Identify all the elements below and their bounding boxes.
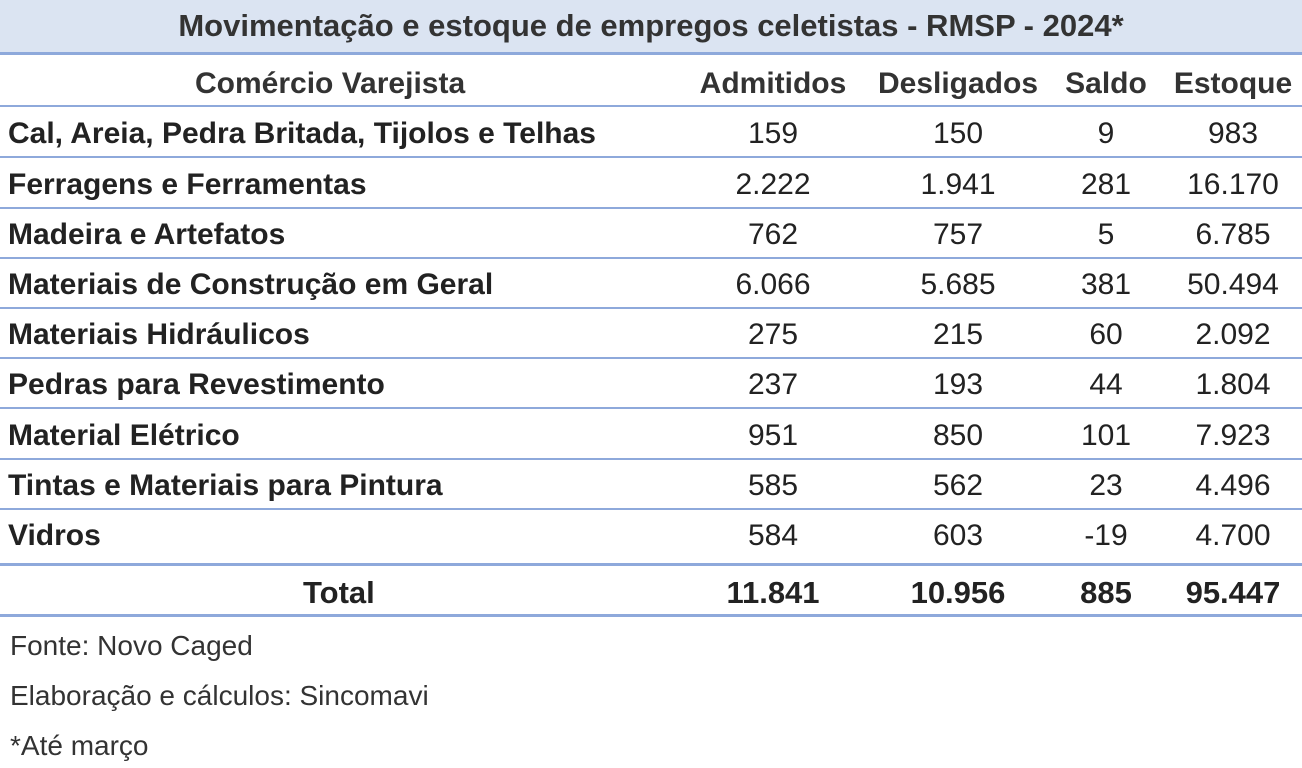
table-row: Material Elétrico 951 850 101 7.923 [0,409,1302,460]
row-admitidos: 275 [747,318,799,351]
row-desligados: 757 [932,218,984,251]
row-admitidos: 2.222 [735,168,811,201]
source-note: Fonte: Novo Caged [10,630,253,661]
total-desligados: 10.956 [910,575,1006,610]
row-saldo: 101 [1080,419,1132,452]
row-estoque: 1.804 [1195,368,1271,401]
row-estoque: 50.494 [1187,268,1279,301]
row-admitidos: 951 [747,419,799,452]
total-label: Total [303,575,375,610]
table-row: Materiais de Construção em Geral 6.066 5… [0,258,1302,309]
total-estoque: 95.447 [1185,575,1281,610]
table-title-text: Movimentação e estoque de empregos celet… [178,8,1124,43]
table-row: Vidros 584 603 -19 4.700 [0,509,1302,558]
total-saldo: 885 [1080,575,1132,610]
row-admitidos: 237 [747,368,799,401]
header-saldo: Saldo [1065,67,1147,100]
row-desligados: 193 [932,368,984,401]
header-category: Comércio Varejista [195,67,466,100]
row-name: Cal, Areia, Pedra Britada, Tijolos e Tel… [8,117,596,150]
row-saldo: 23 [1089,469,1123,502]
row-desligados: 603 [932,519,984,552]
row-estoque: 983 [1207,117,1259,150]
row-name: Vidros [8,519,101,552]
row-saldo: 281 [1080,168,1132,201]
row-name: Pedras para Revestimento [8,368,385,401]
row-estoque: 6.785 [1195,218,1271,251]
elaboration-note: Elaboração e cálculos: Sincomavi [10,680,429,711]
row-estoque: 2.092 [1195,318,1271,351]
table-header-row: Comércio Varejista Admitidos Desligados … [0,57,1302,107]
row-name: Materiais de Construção em Geral [8,268,494,301]
header-admitidos: Admitidos [699,67,847,100]
table-row: Ferragens e Ferramentas 2.222 1.941 281 … [0,158,1302,209]
table-title: Movimentação e estoque de empregos celet… [0,0,1302,55]
table-row: Madeira e Artefatos 762 757 5 6.785 [0,208,1302,259]
row-admitidos: 762 [747,218,799,251]
row-desligados: 150 [932,117,984,150]
row-estoque: 7.923 [1195,419,1271,452]
row-desligados: 215 [932,318,984,351]
table-row: Cal, Areia, Pedra Britada, Tijolos e Tel… [0,107,1302,158]
row-name: Tintas e Materiais para Pintura [8,469,443,502]
row-name: Madeira e Artefatos [8,218,286,251]
row-desligados: 1.941 [920,168,996,201]
row-desligados: 850 [932,419,984,452]
table-row: Materiais Hidráulicos 275 215 60 2.092 [0,308,1302,359]
row-desligados: 562 [932,469,984,502]
table-row: Tintas e Materiais para Pintura 585 562 … [0,459,1302,510]
row-name: Material Elétrico [8,419,240,452]
row-admitidos: 6.066 [735,268,811,301]
row-estoque: 4.700 [1195,519,1271,552]
header-estoque: Estoque [1173,67,1293,100]
row-saldo: 9 [1097,117,1115,150]
row-saldo: 44 [1089,368,1123,401]
header-desligados: Desligados [877,67,1039,100]
row-admitidos: 159 [747,117,799,150]
row-name: Ferragens e Ferramentas [8,168,367,201]
row-estoque: 16.170 [1187,168,1279,201]
row-admitidos: 585 [747,469,799,502]
footnote: *Até março [10,730,149,761]
row-desligados: 5.685 [920,268,996,301]
total-admitidos: 11.841 [726,575,820,610]
row-saldo: 5 [1097,218,1115,251]
row-admitidos: 584 [747,519,799,552]
row-estoque: 4.496 [1195,469,1271,502]
row-saldo: -19 [1084,519,1128,552]
total-row: Total 11.841 10.956 885 95.447 [0,563,1302,617]
table-row: Pedras para Revestimento 237 193 44 1.80… [0,358,1302,409]
row-saldo: 381 [1080,268,1132,301]
row-name: Materiais Hidráulicos [8,318,310,351]
row-saldo: 60 [1089,318,1123,351]
